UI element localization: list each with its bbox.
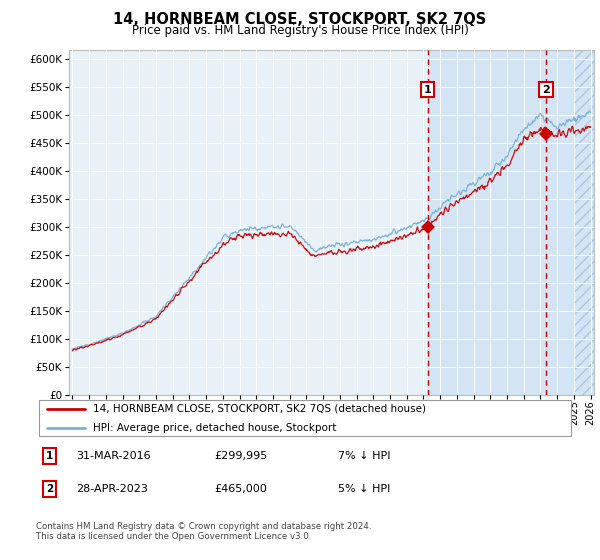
Text: £299,995: £299,995 xyxy=(214,451,268,461)
Text: HPI: Average price, detached house, Stockport: HPI: Average price, detached house, Stoc… xyxy=(92,423,336,433)
Bar xyxy=(428,50,600,395)
Text: 14, HORNBEAM CLOSE, STOCKPORT, SK2 7QS: 14, HORNBEAM CLOSE, STOCKPORT, SK2 7QS xyxy=(113,12,487,27)
Text: Contains HM Land Registry data © Crown copyright and database right 2024.
This d: Contains HM Land Registry data © Crown c… xyxy=(36,522,371,542)
Text: 2: 2 xyxy=(542,85,550,95)
FancyBboxPatch shape xyxy=(39,400,571,436)
Text: 2: 2 xyxy=(46,484,53,494)
Text: 1: 1 xyxy=(46,451,53,461)
Text: 1: 1 xyxy=(424,85,431,95)
Text: 31-MAR-2016: 31-MAR-2016 xyxy=(77,451,151,461)
Text: £465,000: £465,000 xyxy=(214,484,267,494)
Text: Price paid vs. HM Land Registry's House Price Index (HPI): Price paid vs. HM Land Registry's House … xyxy=(131,24,469,36)
Text: 14, HORNBEAM CLOSE, STOCKPORT, SK2 7QS (detached house): 14, HORNBEAM CLOSE, STOCKPORT, SK2 7QS (… xyxy=(92,404,426,414)
Text: 28-APR-2023: 28-APR-2023 xyxy=(77,484,148,494)
Text: 7% ↓ HPI: 7% ↓ HPI xyxy=(338,451,391,461)
Text: 5% ↓ HPI: 5% ↓ HPI xyxy=(338,484,391,494)
Bar xyxy=(574,50,600,395)
